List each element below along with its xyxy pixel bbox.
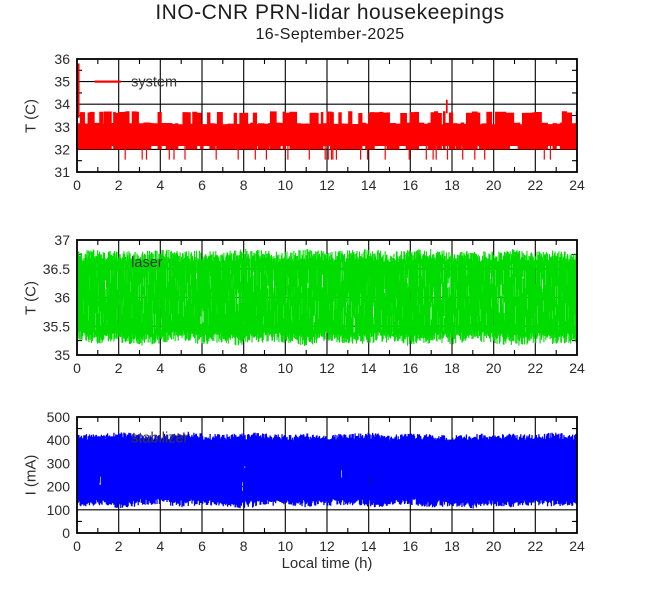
x-tick-label: 10 <box>278 360 294 376</box>
x-tick-label: 16 <box>403 177 419 193</box>
x-tick-label: 16 <box>403 360 419 376</box>
x-tick-label: 20 <box>486 177 502 193</box>
x-tick-label: 14 <box>361 360 377 376</box>
plot-border <box>76 58 578 173</box>
x-tick-label: 6 <box>198 538 206 554</box>
x-tick-label: 8 <box>240 177 248 193</box>
legend-label-laser: laser <box>131 255 163 271</box>
y-tick-label: 0 <box>62 525 70 541</box>
x-tick-label: 0 <box>73 177 81 193</box>
x-tick-label: 16 <box>403 538 419 554</box>
x-tick-label: 18 <box>444 177 460 193</box>
x-tick-label: 12 <box>319 177 335 193</box>
x-tick-label: 12 <box>319 538 335 554</box>
y-tick-label: 36 <box>54 51 70 67</box>
x-tick-label: 12 <box>319 360 335 376</box>
x-tick-label: 8 <box>240 538 248 554</box>
x-tick-label: 4 <box>156 360 164 376</box>
chart-subtitle: 16-September-2025 <box>255 26 405 43</box>
x-tick-label: 20 <box>486 538 502 554</box>
y-tick-label: 300 <box>47 455 71 471</box>
y-tick-label: 35 <box>54 74 70 90</box>
x-tick-label: 14 <box>361 177 377 193</box>
y-axis-label-system: T (C) <box>22 98 40 133</box>
y-tick-label: 37 <box>54 232 70 248</box>
x-tick-label: 6 <box>198 360 206 376</box>
trace-dips-system <box>124 143 551 160</box>
x-axis-label: Local time (h) <box>281 555 373 572</box>
plot-border <box>76 239 578 356</box>
x-tick-label: 4 <box>156 538 164 554</box>
y-tick-label: 32 <box>54 141 70 157</box>
x-tick-label: 0 <box>73 538 81 554</box>
x-tick-label: 10 <box>278 177 294 193</box>
x-tick-label: 22 <box>528 177 544 193</box>
x-tick-label: 22 <box>528 538 544 554</box>
y-tick-label: 34 <box>54 96 70 112</box>
plot-border <box>76 416 578 534</box>
x-tick-label: 0 <box>73 360 81 376</box>
x-tick-label: 22 <box>528 360 544 376</box>
x-tick-label: 6 <box>198 177 206 193</box>
y-tick-label: 100 <box>47 502 71 518</box>
chart-title: INO-CNR PRN-lidar housekeepings <box>155 1 505 24</box>
x-tick-label: 18 <box>444 538 460 554</box>
legend-label-stabilizer: stabilizer <box>131 430 188 446</box>
y-tick-label: 400 <box>47 432 71 448</box>
y-axis-label-laser: T (C) <box>22 280 40 315</box>
x-tick-label: 14 <box>361 538 377 554</box>
trace-spikes-system <box>77 63 448 118</box>
x-tick-label: 2 <box>115 538 123 554</box>
y-tick-label: 200 <box>47 479 71 495</box>
x-tick-label: 18 <box>444 360 460 376</box>
y-tick-label: 35.5 <box>43 318 70 334</box>
x-tick-label: 2 <box>115 177 123 193</box>
y-tick-label: 36.5 <box>43 261 70 277</box>
x-tick-label: 24 <box>569 538 585 554</box>
y-tick-label: 35 <box>54 347 70 363</box>
y-tick-label: 31 <box>54 164 70 180</box>
legend-label-system: system <box>131 75 177 91</box>
trace-system <box>76 111 578 150</box>
x-tick-label: 2 <box>115 360 123 376</box>
y-tick-label: 36 <box>54 290 70 306</box>
x-tick-label: 4 <box>156 177 164 193</box>
x-tick-label: 24 <box>569 177 585 193</box>
x-tick-label: 10 <box>278 538 294 554</box>
x-tick-label: 8 <box>240 360 248 376</box>
x-tick-label: 20 <box>486 360 502 376</box>
x-tick-label: 24 <box>569 360 585 376</box>
y-axis-label-stabilizer: I (mA) <box>22 454 40 496</box>
y-tick-label: 33 <box>54 119 70 135</box>
y-tick-label: 500 <box>47 409 71 425</box>
